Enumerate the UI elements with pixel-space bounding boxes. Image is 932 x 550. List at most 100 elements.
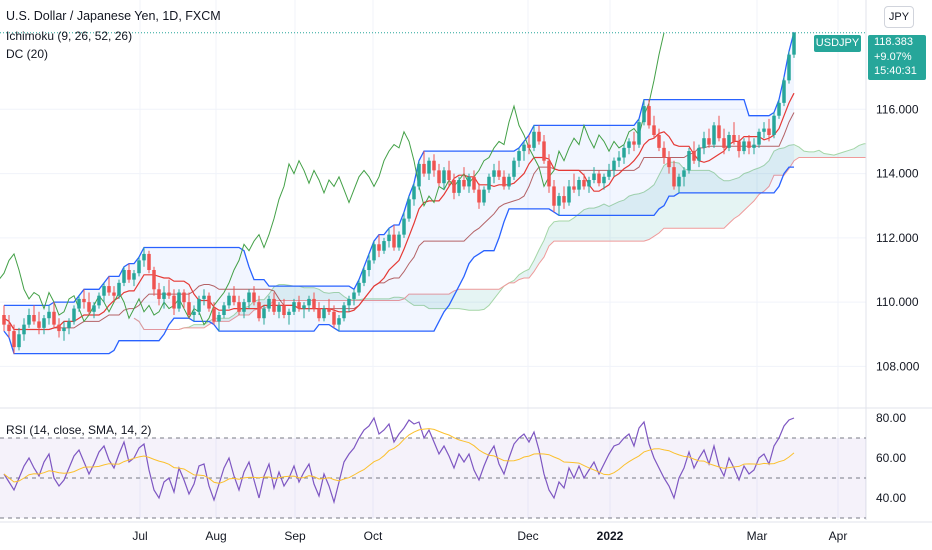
last-price-tag: 118.383 +9.07% 15:40:31: [868, 35, 926, 80]
rsi-tick-label: 40.00: [876, 491, 906, 505]
donchian-upper: [4, 31, 795, 307]
candle-body: [667, 157, 671, 168]
candle-body: [722, 138, 726, 148]
candle-body: [152, 270, 156, 290]
candle-body: [632, 141, 636, 145]
price-tick-label: 108.000: [876, 359, 920, 373]
candle-body: [487, 176, 491, 190]
candle-body: [432, 160, 436, 171]
candle-body: [622, 147, 626, 158]
candle-body: [147, 253, 151, 270]
currency-button[interactable]: JPY: [884, 6, 914, 28]
candle-body: [232, 295, 236, 303]
candle-body: [202, 295, 206, 299]
candle-body: [767, 128, 771, 135]
candle-body: [167, 292, 171, 296]
candle-body: [32, 315, 36, 322]
candle-body: [427, 160, 431, 174]
candle-body: [497, 170, 501, 177]
rsi-tick-label: 60.00: [876, 451, 906, 465]
time-tick-label: Mar: [747, 529, 768, 543]
candle-body: [562, 196, 566, 203]
candle-body: [177, 292, 181, 309]
candle-body: [112, 292, 116, 296]
candle-body: [347, 298, 351, 306]
candle-body: [762, 128, 766, 132]
candle-body: [437, 170, 441, 184]
candle-body: [792, 32, 796, 55]
candle-body: [342, 305, 346, 319]
candle-body: [532, 131, 536, 148]
candle-body: [752, 144, 756, 148]
grid-lines: [0, 0, 866, 520]
candle-body: [237, 302, 241, 312]
candle-body: [332, 311, 336, 325]
candle-body: [157, 289, 161, 299]
candle-body: [612, 160, 616, 171]
candle-body: [782, 80, 786, 103]
candle-body: [172, 295, 176, 309]
candle-body: [247, 292, 251, 303]
candle-body: [502, 176, 506, 187]
price-tick-label: 114.000: [876, 167, 919, 181]
candle-body: [647, 106, 651, 126]
candle-body: [352, 292, 356, 299]
candle-body: [522, 144, 526, 152]
candle-body: [492, 170, 496, 177]
time-tick-label: Dec: [517, 529, 538, 543]
candle-body: [402, 218, 406, 235]
candle-body: [102, 286, 106, 296]
candle-body: [367, 260, 371, 270]
candle-body: [727, 135, 731, 148]
candle-body: [597, 173, 601, 184]
donchian-legend[interactable]: DC (20): [6, 47, 49, 61]
price-axis: 116.000 114.000 112.000 110.000 108.000: [865, 0, 932, 550]
candle-body: [287, 311, 291, 315]
candle-body: [677, 176, 681, 187]
candle-body: [682, 170, 686, 177]
candle-body: [97, 295, 101, 306]
chart-title: U.S. Dollar / Japanese Yen, 1D, FXCM: [6, 9, 221, 23]
candle-body: [52, 311, 56, 325]
candle-body: [712, 125, 716, 145]
candle-body: [447, 170, 451, 180]
candle-body: [672, 167, 676, 187]
candle-body: [117, 282, 121, 296]
rsi-tick-label: 80.00: [876, 411, 906, 425]
candle-body: [27, 315, 31, 325]
time-tick-label: Apr: [829, 529, 848, 543]
rsi-legend[interactable]: RSI (14, close, SMA, 14, 2): [6, 423, 152, 437]
candle-body: [392, 234, 396, 248]
candle-body: [272, 298, 276, 312]
candle-body: [462, 180, 466, 187]
candle-body: [557, 196, 561, 206]
candle-body: [162, 292, 166, 299]
candle-body: [692, 151, 696, 161]
candlesticks: [2, 32, 796, 354]
candle-body: [67, 321, 71, 328]
candle-body: [627, 141, 631, 148]
tenkan-line: [3, 92, 795, 331]
candle-body: [687, 151, 691, 171]
candle-body: [537, 131, 541, 142]
candle-body: [262, 308, 266, 319]
candle-body: [12, 331, 16, 348]
candle-body: [72, 308, 76, 322]
candle-body: [257, 302, 261, 319]
ichimoku-legend[interactable]: Ichimoku (9, 26, 52, 26): [6, 29, 133, 43]
candle-body: [652, 125, 656, 135]
candle-body: [137, 260, 141, 274]
candle-body: [602, 176, 606, 184]
candle-body: [132, 273, 136, 280]
candle-body: [267, 298, 271, 309]
candle-body: [242, 302, 246, 312]
candle-body: [22, 324, 26, 335]
candle-body: [217, 315, 221, 322]
candle-body: [542, 141, 546, 161]
candle-body: [377, 244, 381, 251]
candle-body: [397, 234, 401, 248]
candle-body: [587, 180, 591, 187]
senkou-span-a: [133, 102, 925, 330]
candle-body: [737, 141, 741, 152]
